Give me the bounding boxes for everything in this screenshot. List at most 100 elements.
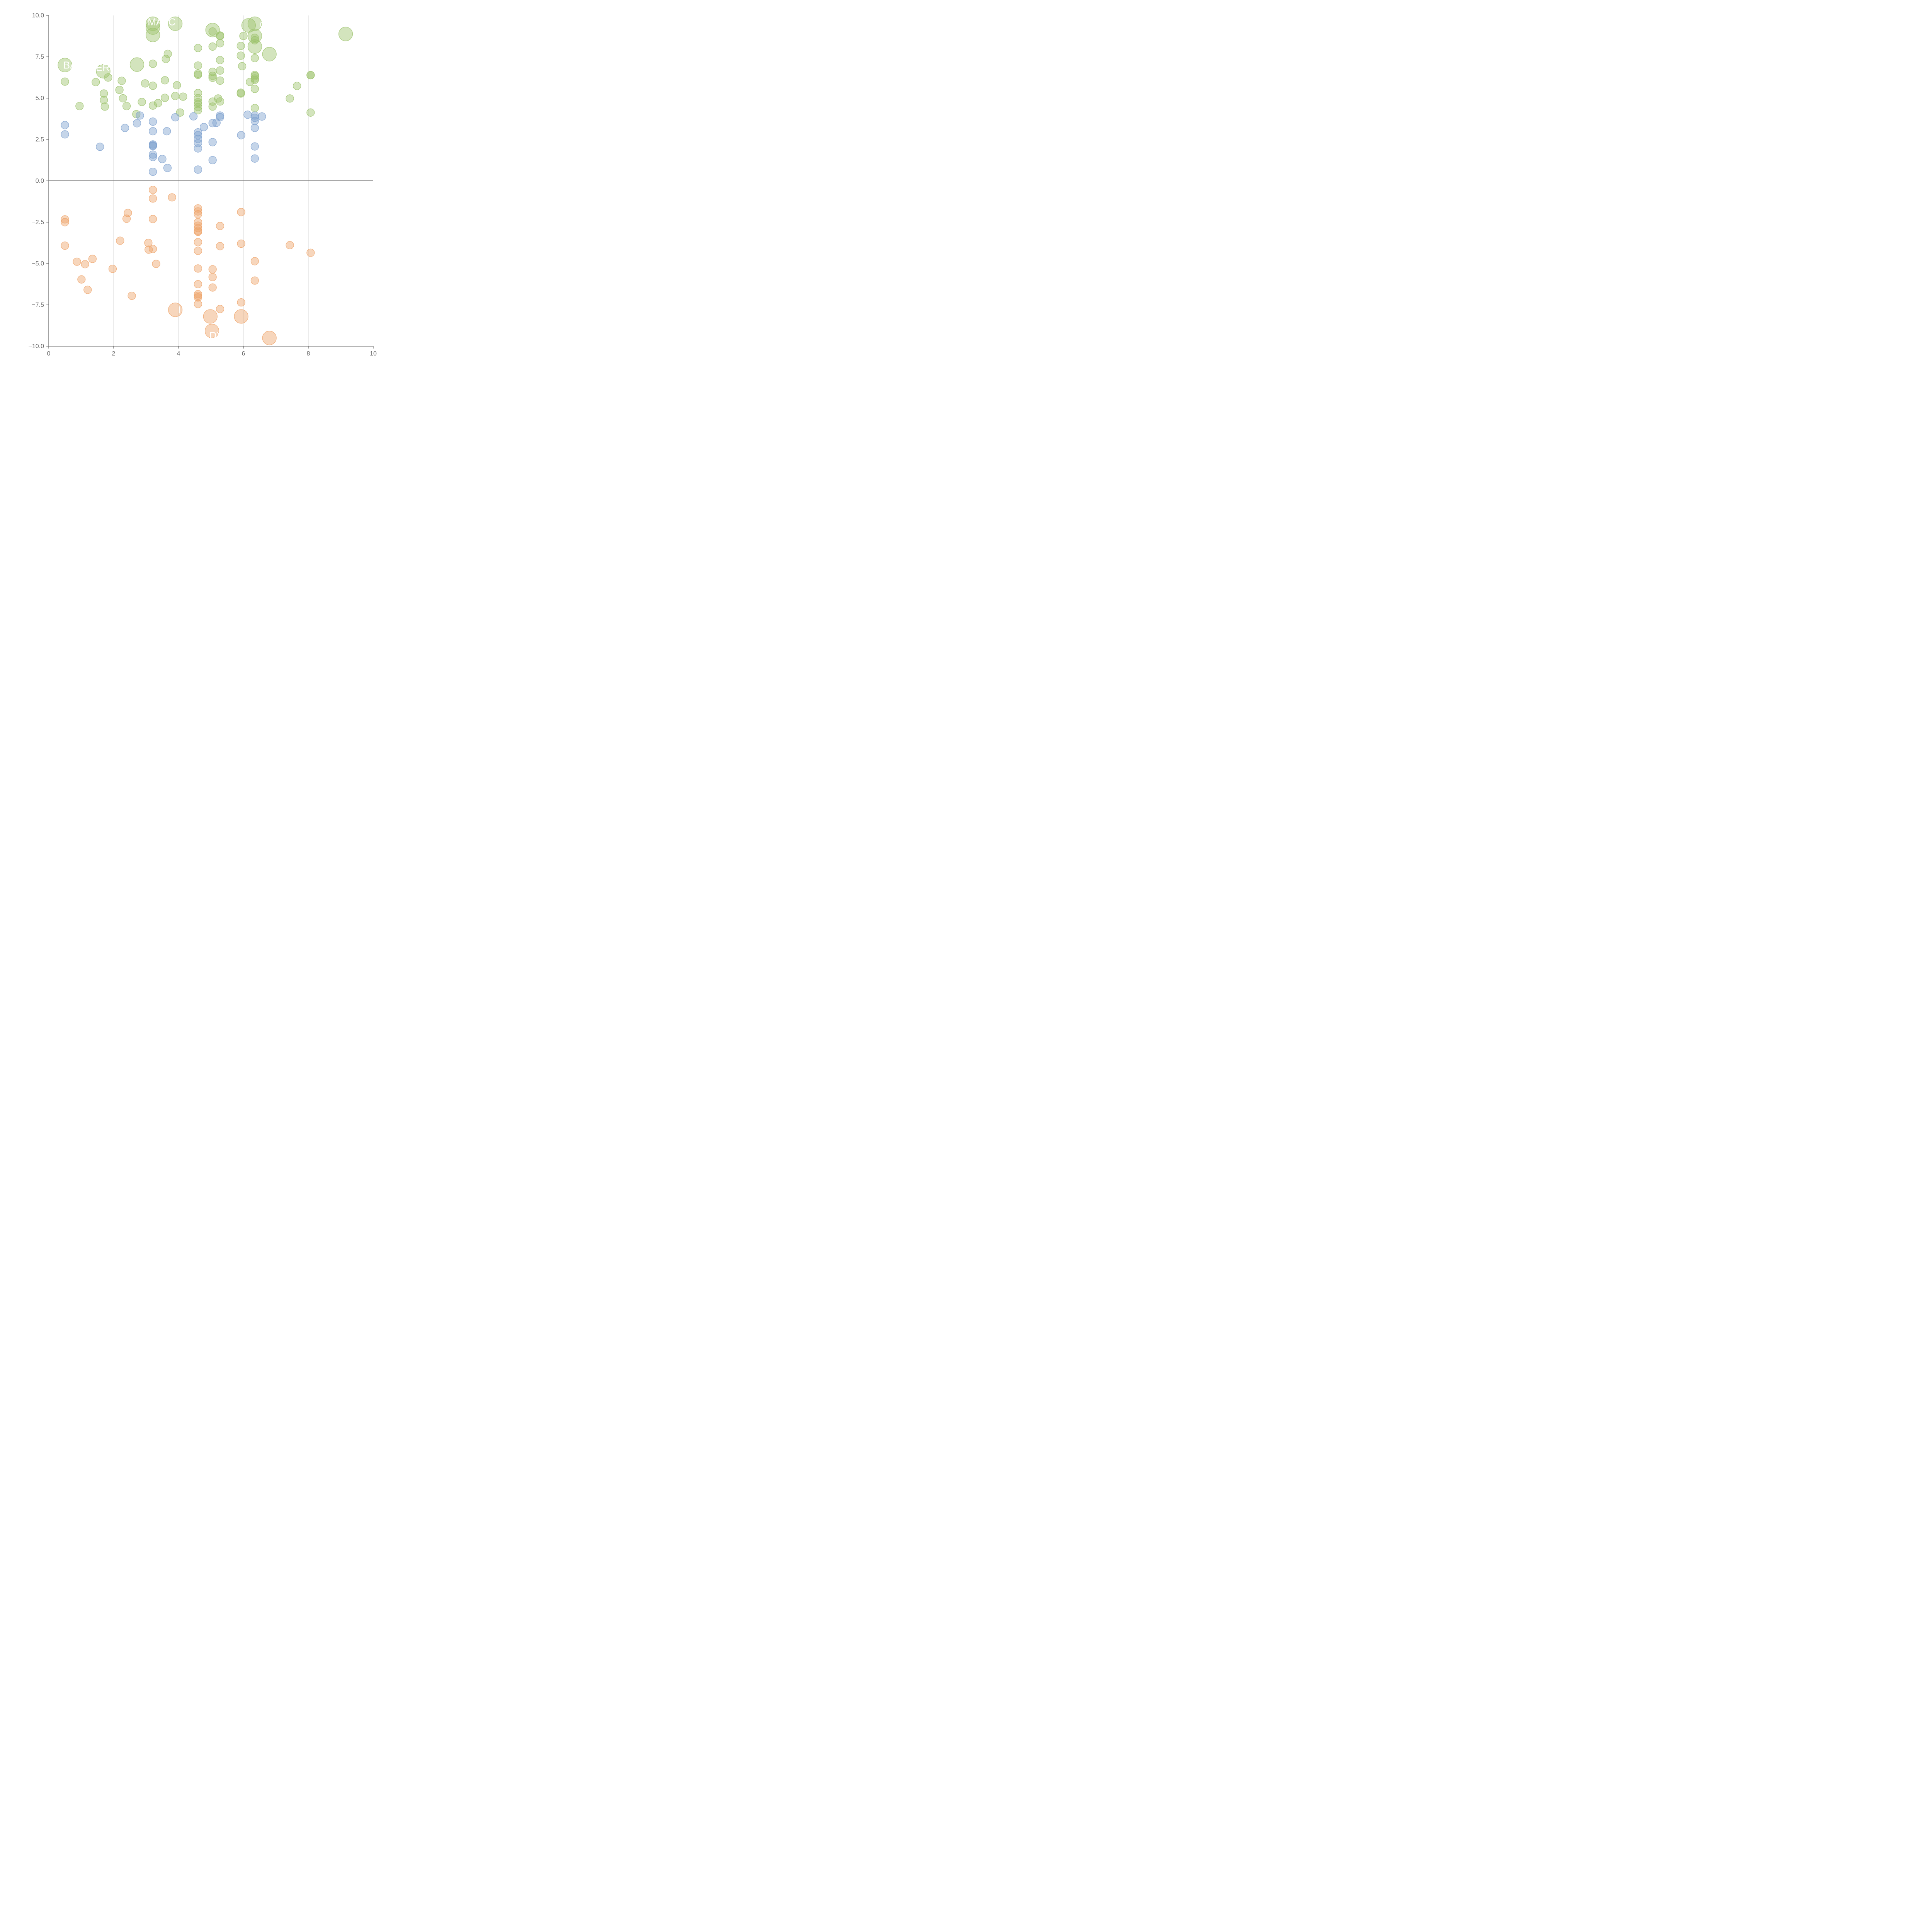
data-point [194, 135, 202, 143]
data-point [149, 127, 157, 136]
data-point-large [234, 309, 248, 324]
data-point [194, 264, 202, 273]
data-point [194, 247, 202, 255]
data-point [92, 78, 100, 87]
data-point [163, 164, 172, 172]
data-point [194, 207, 202, 216]
data-point [250, 276, 259, 285]
data-point [236, 89, 245, 98]
data-point [216, 56, 224, 65]
data-point [194, 218, 202, 226]
axes: 0 2 4 6 8 10 10.0 7.5 5.0 2.5 0.0 −2.5 −5.0 −7.5 −10.0 [29, 12, 377, 357]
data-point [258, 112, 266, 121]
y-tick-label: 5.0 [36, 95, 44, 102]
data-point [250, 142, 259, 151]
data-point-large [146, 27, 160, 43]
data-point [293, 82, 301, 90]
y-tick-label: 7.5 [36, 54, 44, 60]
data-point [236, 42, 245, 50]
data-point [117, 77, 126, 85]
data-point [208, 265, 217, 274]
data-point [250, 104, 259, 112]
data-point [216, 222, 224, 230]
data-point-large [204, 324, 219, 338]
data-point [100, 96, 108, 104]
data-point [138, 98, 146, 106]
data-point [216, 66, 224, 75]
data-point [149, 142, 157, 150]
data-point [100, 102, 109, 111]
x-tick-label: 4 [177, 350, 180, 357]
data-point [61, 130, 69, 139]
data-point [194, 300, 202, 308]
data-point [250, 154, 259, 163]
data-point [286, 241, 294, 250]
x-tick-label: 0 [47, 350, 51, 357]
point-label: C [260, 19, 267, 31]
data-point [194, 210, 202, 219]
data-point [133, 119, 141, 128]
data-point-large [146, 16, 160, 31]
data-point [250, 85, 259, 93]
x-tick-label: 8 [307, 350, 310, 357]
data-point [239, 32, 248, 40]
data-point-large [96, 64, 111, 78]
data-point [171, 113, 180, 122]
data-point [88, 255, 97, 263]
data-point [216, 77, 224, 85]
data-point [199, 123, 208, 131]
y-tick-label: 0.0 [36, 178, 44, 184]
data-point [149, 245, 157, 253]
data-point [237, 298, 245, 307]
data-point-large [247, 29, 262, 43]
data-point [216, 305, 224, 313]
data-point [216, 113, 224, 121]
data-point [194, 44, 202, 52]
data-point [149, 153, 157, 161]
data-point [149, 185, 157, 194]
data-point-large [129, 57, 145, 72]
data-point [194, 204, 202, 213]
data-point [250, 54, 259, 63]
data-point [208, 27, 217, 36]
data-point [194, 98, 202, 106]
data-point [208, 138, 217, 146]
data-point [149, 60, 157, 68]
point-label: BA [63, 59, 77, 71]
point-annotations: BA ER MA IC C I DY [63, 16, 267, 341]
data-point [136, 111, 144, 120]
data-point [238, 62, 247, 70]
data-point [149, 167, 157, 176]
data-point [216, 39, 224, 48]
data-point [75, 102, 84, 111]
y-tick-label: −7.5 [32, 302, 44, 308]
data-point [194, 228, 202, 236]
data-point [121, 124, 129, 132]
data-point [306, 248, 315, 257]
point-label: ER [96, 62, 110, 73]
data-point [61, 215, 69, 224]
data-point [250, 36, 259, 44]
data-point [108, 265, 117, 273]
data-point [116, 236, 124, 245]
data-point [194, 106, 202, 114]
data-point [124, 209, 132, 217]
data-point [194, 128, 202, 137]
data-point [61, 242, 69, 250]
data-point [306, 108, 315, 117]
data-point [158, 155, 167, 163]
y-tick-label: 2.5 [36, 136, 44, 143]
data-point [144, 238, 153, 247]
data-point [250, 124, 259, 132]
data-point [216, 242, 224, 250]
data-point [208, 42, 217, 51]
data-point [194, 238, 202, 247]
x-tick-label: 2 [112, 350, 116, 357]
data-point [173, 81, 181, 90]
data-point [122, 102, 131, 111]
data-point-large [262, 47, 277, 61]
data-point [208, 283, 217, 292]
data-point [194, 144, 202, 153]
data-points [58, 16, 353, 345]
data-point-large [262, 330, 277, 345]
